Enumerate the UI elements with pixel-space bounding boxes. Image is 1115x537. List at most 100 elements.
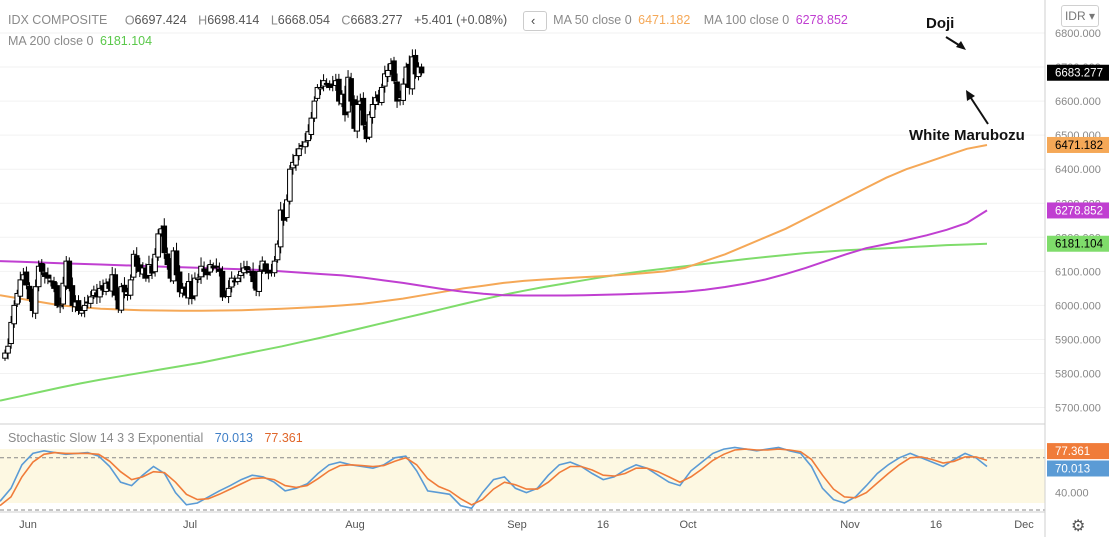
price-label-box — [1047, 443, 1109, 460]
stochastic-lines — [0, 446, 988, 510]
candle — [11, 300, 17, 328]
symbol-name[interactable]: IDX COMPOSITE — [8, 13, 108, 28]
price-axis[interactable]: 5700.000 5800.000 5900.000 6000.000 6100.000… — [1055, 28, 1101, 500]
marubozu-annotation: White Marubozu — [909, 90, 1025, 144]
time-axis[interactable]: Jun Jul Aug Sep 16 Oct Nov 16 Dec — [19, 519, 1034, 531]
gear-icon[interactable]: ⚙ — [1071, 518, 1086, 535]
last-price-label: 6683.277 — [1047, 64, 1109, 81]
candle — [66, 257, 73, 292]
price-label-text: 6471.182 — [1055, 140, 1103, 152]
candle — [60, 276, 66, 310]
ma200-line — [0, 242, 988, 402]
marubozu-label: White Marubozu — [909, 127, 1025, 144]
ohlc-legend: IDX COMPOSITE O6697.424 H6698.414 L6668.… — [8, 11, 851, 31]
candle-body — [262, 263, 269, 272]
candle — [277, 201, 284, 254]
candle — [8, 315, 14, 349]
candle — [2, 349, 8, 361]
time-tick-label: Sep — [507, 519, 527, 531]
price-label-box — [1047, 235, 1109, 252]
candle — [271, 256, 278, 277]
candle — [283, 194, 290, 222]
candle — [326, 80, 333, 91]
candle-body — [256, 270, 263, 292]
price-tick-label: 6600.000 — [1055, 96, 1101, 108]
candle-body — [121, 284, 128, 293]
time-tick-label: Jun — [19, 519, 37, 531]
candle-body — [283, 199, 290, 219]
stochastic-k-value: 70.013 — [214, 431, 253, 445]
doji-arrowhead — [956, 41, 966, 50]
candle-body — [244, 266, 250, 271]
time-tick-label: Aug — [345, 519, 365, 531]
candle — [173, 242, 180, 282]
candle — [26, 282, 33, 302]
candle-body — [250, 270, 256, 283]
candle-body — [228, 277, 235, 288]
candle — [14, 289, 21, 308]
candlestick-series — [2, 49, 425, 361]
time-tick-label: 16 — [930, 519, 942, 531]
candle — [412, 49, 419, 79]
price-tick-label: 6400.000 — [1055, 164, 1101, 176]
candle — [400, 78, 406, 106]
ma50-label[interactable]: MA 50 close 0 — [553, 13, 632, 28]
candle-body — [54, 285, 60, 306]
candle — [155, 229, 161, 261]
candle — [234, 274, 241, 285]
close-value: 6683.277 — [350, 13, 403, 28]
candle — [378, 83, 385, 106]
candle — [360, 92, 367, 130]
ma50-value: 6471.182 — [638, 13, 691, 28]
candle-body — [412, 54, 419, 75]
candle — [176, 265, 183, 298]
candle — [308, 111, 315, 140]
candle-body — [26, 285, 33, 300]
candle-body — [164, 253, 171, 266]
ma200-label[interactable]: MA 200 close 0 — [8, 34, 94, 48]
candle-body — [176, 271, 183, 293]
candle-body — [238, 270, 244, 276]
ma100-label[interactable]: MA 100 close 0 — [703, 13, 790, 28]
candle — [418, 63, 425, 76]
candle — [118, 282, 125, 314]
candle — [385, 63, 391, 83]
candle — [382, 65, 388, 93]
candle-body — [271, 260, 278, 274]
candle — [296, 142, 302, 161]
candle-body — [311, 100, 318, 119]
ma200-value: 6181.104 — [99, 34, 153, 48]
candle-body — [51, 281, 57, 289]
candle-body — [265, 270, 272, 274]
low-label: L — [270, 13, 278, 28]
candle — [274, 240, 281, 263]
candle — [161, 218, 168, 259]
candle-body — [11, 304, 17, 325]
candle — [192, 272, 198, 301]
candle — [75, 295, 82, 315]
time-tick-label: Nov — [840, 519, 860, 531]
candle — [225, 280, 232, 304]
candle — [54, 282, 60, 309]
candle-body — [133, 255, 140, 267]
marubozu-arrowhead — [966, 90, 975, 101]
candle — [164, 247, 171, 270]
candle-body — [45, 274, 51, 279]
candle-body — [305, 131, 312, 142]
candle-body — [42, 272, 48, 277]
price-label-box — [1047, 202, 1109, 219]
candle — [302, 133, 308, 154]
candle-body — [219, 270, 226, 298]
candle — [241, 260, 247, 279]
candle-body — [326, 83, 333, 88]
high-value: 6698.414 — [207, 13, 260, 28]
stochastic-label[interactable]: Stochastic Slow 14 3 3 Exponential — [8, 431, 204, 445]
candle — [112, 268, 119, 301]
time-tick-label: Jul — [183, 519, 197, 531]
collapse-legend-button[interactable]: ‹ — [522, 11, 547, 31]
candle-body — [173, 250, 180, 276]
currency-selector[interactable]: IDR ▾ — [1061, 5, 1099, 27]
price-tick-label: 6000.000 — [1055, 300, 1101, 312]
candle — [121, 277, 128, 299]
